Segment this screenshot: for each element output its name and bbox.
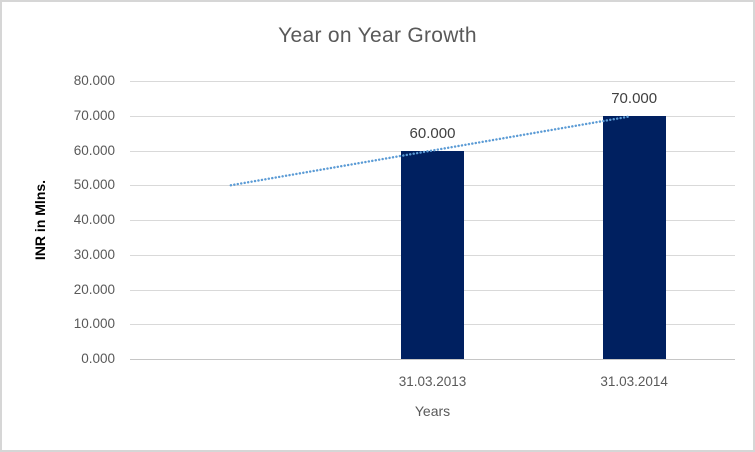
x-category-label: 31.03.2013 — [398, 374, 467, 389]
x-category-label: 31.03.2014 — [600, 374, 668, 389]
bar-data-label: 70.000 — [611, 89, 658, 107]
bar — [602, 115, 666, 359]
y-tick-label: 30.000 — [73, 246, 115, 262]
gridline — [130, 359, 735, 360]
y-tick-label: 80.000 — [73, 73, 115, 88]
chart-title: Year on Year Growth — [278, 24, 477, 47]
bar — [401, 150, 464, 359]
y-tick-label: 50.000 — [73, 177, 115, 193]
y-tick-label: 40.000 — [73, 212, 115, 227]
gridline — [130, 81, 735, 82]
x-axis-title: Years — [414, 403, 451, 419]
y-tick-label: 0.000 — [81, 351, 115, 366]
y-tick-label: 20.000 — [73, 281, 115, 297]
y-tick-label: 60.000 — [73, 142, 115, 158]
y-tick-label: 10.000 — [73, 316, 115, 332]
bar-data-label: 60.000 — [409, 124, 456, 142]
y-tick-label: 70.000 — [73, 107, 115, 123]
